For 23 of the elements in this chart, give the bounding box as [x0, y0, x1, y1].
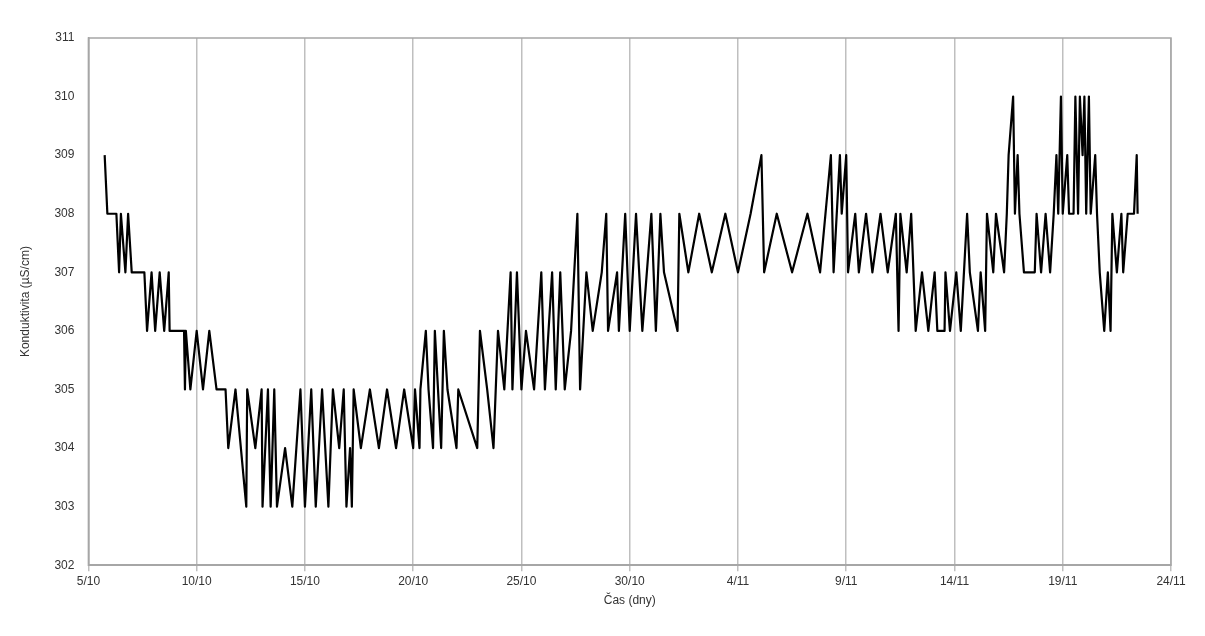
- x-tick-label: 5/10: [76, 573, 101, 588]
- y-tick-label: 302: [54, 557, 75, 572]
- x-tick-label: 30/10: [614, 573, 646, 588]
- y-tick-label: 310: [54, 88, 75, 103]
- x-tick-label: 4/11: [726, 573, 750, 588]
- y-axis-title: Konduktivita (µS/cm): [17, 246, 32, 358]
- y-tick-label: 309: [54, 147, 75, 162]
- y-tick-label: 303: [54, 498, 75, 513]
- x-tick-label: 15/10: [289, 573, 321, 588]
- x-tick-label: 9/11: [834, 573, 858, 588]
- y-tick-label: 307: [54, 264, 75, 279]
- y-tick-label: 306: [54, 323, 75, 338]
- x-axis-title: Čas (dny): [603, 592, 656, 608]
- x-tick-label: 24/11: [1156, 573, 1186, 588]
- x-tick-label: 10/10: [181, 573, 213, 588]
- x-tick-label: 25/10: [506, 573, 537, 588]
- y-tick-label: 308: [54, 206, 75, 221]
- y-tick-label: 311: [55, 30, 75, 45]
- x-tick-label: 14/11: [939, 573, 970, 588]
- y-tick-label: 304: [54, 440, 75, 455]
- x-tick-label: 20/10: [398, 573, 429, 588]
- x-tick-label: 19/11: [1048, 573, 1078, 588]
- y-tick-label: 305: [54, 381, 75, 396]
